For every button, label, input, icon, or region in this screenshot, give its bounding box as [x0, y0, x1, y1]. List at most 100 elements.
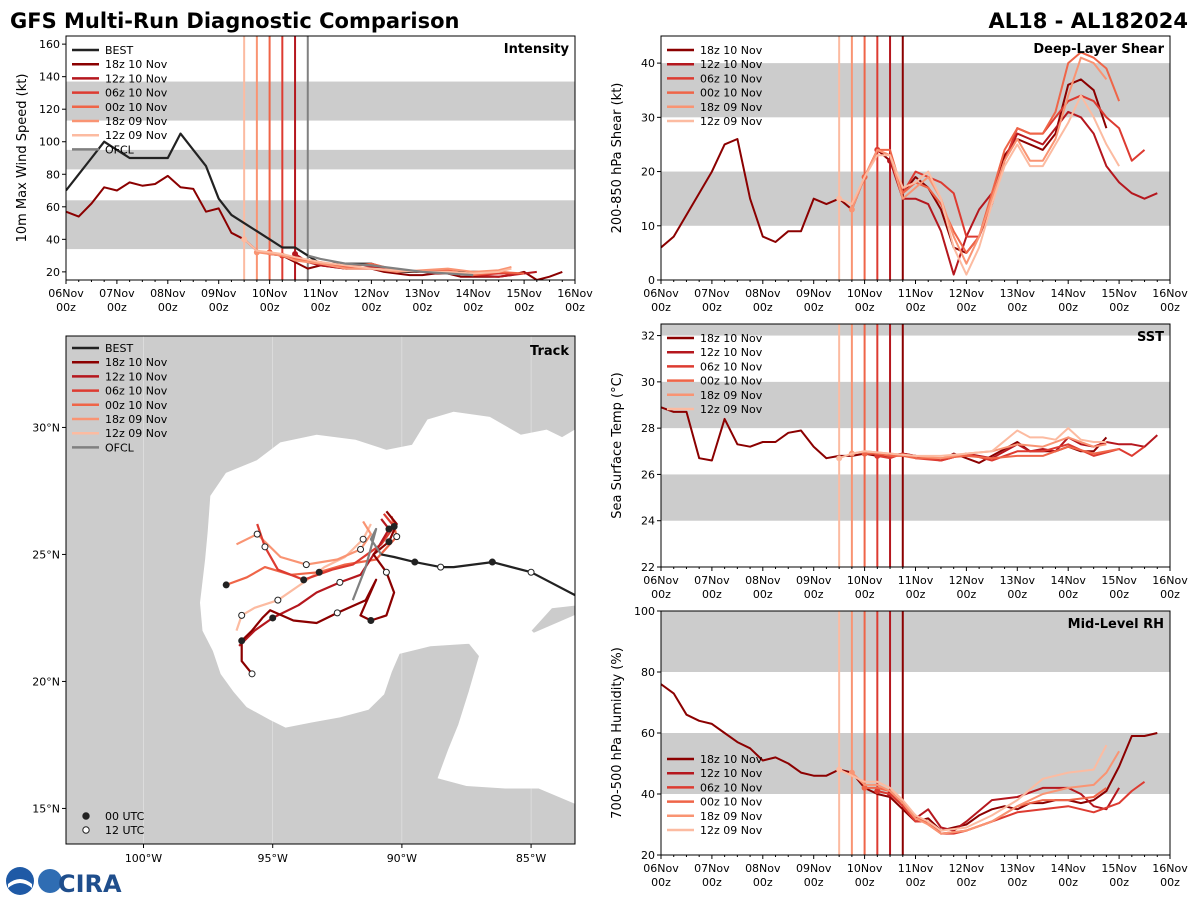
- intensity-legend-label: BEST: [105, 44, 133, 57]
- track-xtick-label: 85°W: [516, 852, 546, 865]
- intensity-xtick-hour: 00z: [514, 301, 534, 314]
- shear-legend-label: 12z 10 Nov: [700, 58, 763, 71]
- track-xtick-label: 95°W: [258, 852, 288, 865]
- track-ytick-label: 15°N: [32, 802, 60, 815]
- track-legend-label: BEST: [105, 342, 133, 355]
- track-18z-10-nov: [240, 510, 398, 675]
- sst-legend-label: 18z 09 Nov: [700, 389, 763, 402]
- track-panel: 100°W 95°W 90°W 85°W 15°N 20°N 25°N 30°N Track BE…: [32, 335, 576, 865]
- sst-legend-label: 18z 10 Nov: [700, 332, 763, 345]
- intensity-ytick-label: 80: [46, 168, 60, 181]
- intensity-xtick-day: 10Nov: [252, 287, 288, 300]
- rh-title: Mid-Level RH: [1068, 617, 1164, 632]
- sst-band: [661, 474, 1170, 521]
- main-title: GFS Multi-Run Diagnostic Comparison: [10, 9, 459, 33]
- rh-ytick-label: 100: [634, 605, 655, 618]
- sst-xtick-day: 08Nov: [745, 574, 781, 587]
- rh-legend-label: 12z 09 Nov: [700, 824, 763, 837]
- sst-xtick-day: 12Nov: [949, 574, 985, 587]
- track-frame: [65, 335, 576, 845]
- intensity-ytick-label: 160: [39, 38, 60, 51]
- sst-xtick-day: 13Nov: [1000, 574, 1036, 587]
- rh-series-12z-10-nov: [889, 786, 1120, 832]
- rh-xtick-hour: 00z: [906, 876, 926, 889]
- intensity-xtick-day: 12Nov: [354, 287, 390, 300]
- rh-xtick-day: 15Nov: [1101, 862, 1137, 875]
- sst-legend-label: 06z 10 Nov: [700, 360, 763, 373]
- sst-ylabel: Sea Surface Temp (°C): [610, 372, 625, 519]
- sst-xtick-hour: 00z: [753, 588, 773, 601]
- shear-xtick-day: 09Nov: [796, 287, 832, 300]
- shear-xtick-hour: 00z: [1109, 301, 1129, 314]
- track-best: [380, 553, 575, 597]
- rh-xtick-day: 08Nov: [745, 862, 781, 875]
- shear-xtick-hour: 00z: [702, 301, 722, 314]
- intensity-ytick-label: 20: [46, 266, 60, 279]
- shear-series-group: [661, 51, 1158, 276]
- storm-id-title: AL18 - AL182024: [989, 9, 1189, 33]
- intensity-xtick-day: 07Nov: [99, 287, 135, 300]
- track-marker-12utc: [359, 535, 367, 543]
- track-marker-12utc: [274, 596, 282, 604]
- track-marker-12utc: [238, 611, 246, 619]
- track-marker-00utc: [367, 616, 375, 624]
- sst-xtick-day: 09Nov: [796, 574, 832, 587]
- track-legend-label: 18z 09 Nov: [105, 413, 168, 426]
- rh-init-point: [861, 784, 868, 791]
- intensity-band: [66, 81, 575, 121]
- track-legend-label: 12z 10 Nov: [105, 370, 168, 383]
- intensity-legend-label: 06z 10 Nov: [105, 87, 168, 100]
- shear-xtick-day: 06Nov: [643, 287, 679, 300]
- rh-legend-label: 06z 10 Nov: [700, 781, 763, 794]
- sst-xtick-hour: 00z: [1109, 588, 1129, 601]
- intensity-xtick-hour: 00z: [209, 301, 229, 314]
- sst-legend-label: 12z 09 Nov: [700, 403, 763, 416]
- intensity-ytick-label: 60: [46, 201, 60, 214]
- rh-xtick-day: 11Nov: [898, 862, 934, 875]
- noaa-wave-icon: [8, 879, 32, 888]
- sst-ytick-label: 32: [641, 330, 655, 343]
- shear-series-12z-10-nov: [889, 110, 1158, 276]
- rh-xtick-day: 16Nov: [1152, 862, 1188, 875]
- intensity-xtick-hour: 00z: [412, 301, 432, 314]
- shear-xtick-hour: 00z: [753, 301, 773, 314]
- track-xtick-label: 100°W: [125, 852, 162, 865]
- shear-legend-label: 06z 10 Nov: [700, 72, 763, 85]
- track-marker-12utc: [336, 578, 344, 586]
- sst-xtick-day: 06Nov: [643, 574, 679, 587]
- cira-logo: CIRA: [6, 867, 122, 898]
- shear-ytick-label: 0: [648, 274, 655, 287]
- rh-xtick-hour: 00z: [753, 876, 773, 889]
- intensity-ytick-label: 140: [39, 71, 60, 84]
- shear-panel: 06Nov00z07Nov00z08Nov00z09Nov00z10Nov00z…: [610, 35, 1188, 314]
- intensity-xtick-day: 11Nov: [303, 287, 339, 300]
- intensity-xtick-hour: 00z: [260, 301, 280, 314]
- intensity-xtick-hour: 00z: [463, 301, 483, 314]
- track-ofcl: [351, 527, 383, 601]
- intensity-xtick-day: 13Nov: [405, 287, 441, 300]
- track-marker-12utc: [248, 670, 256, 678]
- shear-xtick-day: 13Nov: [1000, 287, 1036, 300]
- track-ytick-label: 30°N: [32, 421, 60, 434]
- track-marker-12utc: [261, 543, 269, 551]
- track-legend-label: OFCL: [105, 441, 135, 454]
- sst-xtick-hour: 00z: [651, 588, 671, 601]
- track-marker-12utc: [357, 545, 365, 553]
- rh-ytick-label: 80: [641, 666, 655, 679]
- shear-init-point: [836, 195, 843, 202]
- track-marker-12utc: [527, 568, 535, 576]
- shear-xtick-day: 08Nov: [745, 287, 781, 300]
- shear-xtick-day: 11Nov: [898, 287, 934, 300]
- rh-xtick-hour: 00z: [1007, 876, 1027, 889]
- track-marker-00utc: [238, 637, 246, 645]
- track-marker-00utc: [222, 581, 230, 589]
- track-marker-00utc: [269, 614, 277, 622]
- rh-panel: 06Nov00z07Nov00z08Nov00z09Nov00z10Nov00z…: [610, 605, 1188, 889]
- rh-band: [661, 611, 1170, 672]
- track-marker-00utc: [411, 558, 419, 566]
- intensity-xtick-hour: 00z: [158, 301, 178, 314]
- land-mexico-central-america: [66, 336, 575, 844]
- sst-xtick-hour: 00z: [1058, 588, 1078, 601]
- shear-xtick-hour: 00z: [1058, 301, 1078, 314]
- sst-xtick-day: 07Nov: [694, 574, 730, 587]
